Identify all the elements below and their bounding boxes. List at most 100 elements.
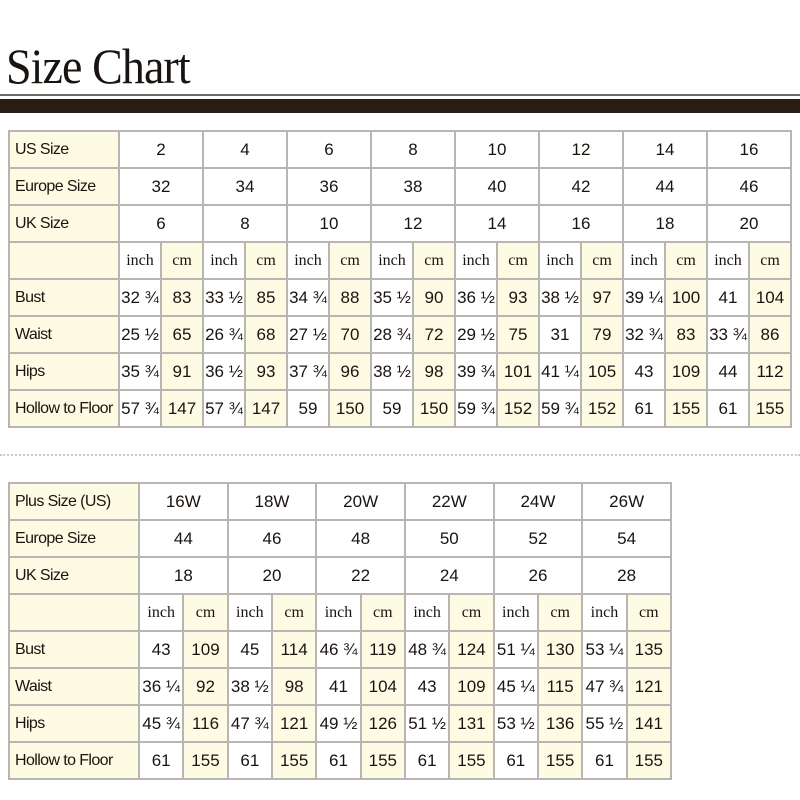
unit-inch: inch	[492, 593, 539, 632]
cm-value: 105	[580, 352, 624, 391]
unit-inch: inch	[370, 241, 414, 280]
row-label: Europe Size	[8, 167, 120, 206]
measurement-row: Waist 36 ¼ 92 38 ½ 98 41 104 43 109 45 ¼ 115 47 ¾ 12…	[8, 667, 673, 706]
cm-value: 114	[270, 630, 318, 669]
cm-value: 85	[244, 278, 288, 317]
size-cell: 26	[492, 556, 584, 595]
cm-value: 155	[359, 741, 406, 780]
cm-value: 155	[664, 389, 708, 428]
row-label: Waist	[8, 667, 140, 706]
size-cell: 12	[538, 130, 624, 169]
cm-value: 155	[270, 741, 318, 780]
unit-cm: cm	[160, 241, 204, 280]
inch-value: 48 ¾	[403, 630, 451, 669]
cm-value: 104	[359, 667, 406, 706]
row-label: Bust	[8, 278, 120, 317]
page-title: Size Chart	[6, 38, 191, 94]
inch-value: 32 ¾	[118, 278, 162, 317]
size-cell: 2	[118, 130, 204, 169]
inch-value: 27 ½	[286, 315, 330, 354]
cm-value: 130	[536, 630, 584, 669]
size-cell: 48	[315, 519, 406, 558]
inch-value: 47 ¾	[226, 704, 273, 743]
cm-value: 91	[160, 352, 204, 391]
inch-value: 36 ½	[454, 278, 498, 317]
inch-value: 38 ½	[370, 352, 414, 391]
unit-cm: cm	[748, 241, 792, 280]
inch-value: 61	[137, 741, 185, 780]
cm-value: 75	[496, 315, 540, 354]
cm-value: 126	[359, 704, 406, 743]
inch-value: 47 ¾	[581, 667, 628, 706]
unit-cm: cm	[536, 593, 584, 632]
size-cell: 20	[226, 556, 318, 595]
size-cell: 16	[538, 204, 624, 243]
inch-value: 61	[315, 741, 362, 780]
size-cell: 36	[286, 167, 372, 206]
cm-value: 79	[580, 315, 624, 354]
measurement-row: Bust 32 ¾ 83 33 ½ 85 34 ¾ 88 35 ½ 90 36 ½ 93 38 ½ 97…	[8, 278, 792, 317]
cm-value: 119	[359, 630, 406, 669]
size-cell: 10	[454, 130, 540, 169]
inch-value: 44	[706, 352, 750, 391]
inch-value: 53 ¼	[581, 630, 628, 669]
unit-cm: cm	[359, 593, 406, 632]
unit-inch: inch	[706, 241, 750, 280]
size-cell: 18W	[226, 482, 318, 521]
size-row: Europe Size 44 46 48 50 52 54	[8, 519, 672, 558]
cm-value: 112	[748, 352, 792, 391]
row-label: UK Size	[8, 204, 120, 243]
size-cell: 6	[286, 130, 372, 169]
unit-inch: inch	[202, 241, 246, 280]
size-row: US Size 2 4 6 8 10 12 14 16	[8, 130, 792, 169]
unit-cm: cm	[182, 593, 229, 632]
unit-cm: cm	[496, 241, 540, 280]
unit-inch: inch	[538, 241, 582, 280]
size-cell: 50	[403, 519, 495, 558]
standard-size-table: US Size 2 4 6 8 10 12 14 16 Europe Size 32 34 36 38 40…	[8, 130, 792, 428]
inch-value: 31	[538, 315, 582, 354]
cm-value: 150	[328, 389, 372, 428]
cm-value: 93	[496, 278, 540, 317]
inch-value: 26 ¾	[202, 315, 246, 354]
size-cell: 44	[622, 167, 708, 206]
unit-cm: cm	[244, 241, 288, 280]
cm-value: 68	[244, 315, 288, 354]
size-cell: 22	[315, 556, 406, 595]
size-row: Europe Size 32 34 36 38 40 42 44 46	[8, 167, 792, 206]
size-cell: 24W	[492, 482, 584, 521]
cm-value: 98	[412, 352, 456, 391]
cm-value: 150	[412, 389, 456, 428]
inch-value: 57 ¾	[202, 389, 246, 428]
cm-value: 109	[664, 352, 708, 391]
cm-value: 121	[270, 704, 318, 743]
cm-value: 100	[664, 278, 708, 317]
inch-value: 33 ½	[202, 278, 246, 317]
inch-value: 53 ½	[492, 704, 539, 743]
unit-row: inch cm inch cm inch cm inch cm inch cm inch cm	[8, 593, 673, 632]
size-cell: 10	[286, 204, 372, 243]
size-cell: 44	[138, 519, 229, 558]
row-label-empty	[8, 593, 140, 632]
inch-value: 45 ¾	[137, 704, 185, 743]
plus-size-table: Plus Size (US) 16W 18W 20W 22W 24W 26W Europe S…	[8, 482, 673, 780]
cm-value: 152	[496, 389, 540, 428]
row-label: Plus Size (US)	[8, 482, 140, 521]
inch-value: 41	[315, 667, 362, 706]
inch-value: 43	[137, 630, 185, 669]
size-cell: 32	[118, 167, 204, 206]
title-divider-thin	[0, 94, 800, 96]
inch-value: 41	[706, 278, 750, 317]
inch-value: 61	[403, 741, 451, 780]
cm-value: 155	[748, 389, 792, 428]
inch-value: 45	[226, 630, 273, 669]
inch-value: 46 ¾	[315, 630, 362, 669]
cm-value: 83	[664, 315, 708, 354]
size-cell: 52	[492, 519, 584, 558]
inch-value: 38 ½	[538, 278, 582, 317]
cm-value: 83	[160, 278, 204, 317]
inch-value: 37 ¾	[286, 352, 330, 391]
unit-inch: inch	[226, 593, 273, 632]
cm-value: 72	[412, 315, 456, 354]
size-cell: 40	[454, 167, 540, 206]
